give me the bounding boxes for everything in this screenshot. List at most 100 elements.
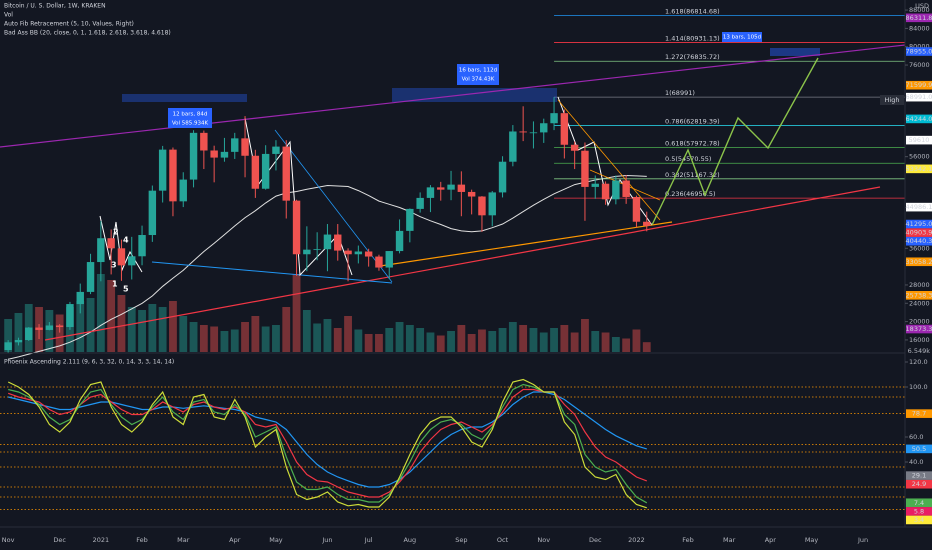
candle-body	[210, 150, 218, 158]
wave-label: 1	[112, 280, 118, 289]
projection	[651, 57, 819, 226]
indicator-label: Vol	[4, 12, 13, 19]
fib-label: 1(68991)	[665, 89, 695, 97]
candle-body	[581, 150, 589, 187]
candle-body	[138, 235, 146, 257]
price-tag	[906, 324, 932, 334]
trendline	[0, 44, 906, 148]
candle-body	[128, 256, 136, 266]
candle-body	[76, 291, 84, 305]
annotation: 16 bars, 112d	[459, 68, 497, 74]
x-tick-label: Feb	[136, 536, 148, 544]
wave-label: 5	[123, 285, 129, 294]
annotation: Vol 585.934K	[172, 121, 209, 127]
volume-bar	[395, 322, 404, 352]
candle-body	[643, 221, 651, 226]
y-tick-label: 120.0	[909, 358, 928, 366]
range-box	[770, 48, 820, 56]
volume-bar	[364, 334, 373, 352]
candle-body	[354, 251, 363, 255]
volume-bar	[117, 295, 126, 352]
candle-body	[344, 250, 352, 255]
candle-body	[189, 132, 198, 180]
volume-bar	[241, 322, 249, 352]
annotation: 13 bars, 105d	[723, 35, 761, 41]
volume-bar	[426, 332, 435, 352]
candle-body	[612, 180, 620, 200]
volume-bar	[550, 328, 558, 352]
volume-bar	[354, 329, 363, 352]
price-tag	[906, 92, 932, 102]
volume-bar	[519, 325, 528, 352]
last-volume: 6.549k	[908, 347, 931, 355]
volume-bar	[581, 319, 589, 352]
fib-label: 1.272(76835.72)	[665, 53, 720, 61]
high-label-box	[880, 95, 904, 105]
annotation: Vol 374.43K	[462, 77, 495, 83]
x-tick-label: Apr	[229, 536, 241, 544]
price-tag	[906, 202, 932, 212]
x-tick-label: Mar	[177, 536, 190, 544]
candle-body	[158, 149, 167, 191]
axis-unit: USD	[915, 2, 929, 10]
price-tag	[906, 80, 932, 90]
volume-bar	[169, 301, 177, 352]
volume-bar	[375, 334, 383, 352]
volume-bar	[436, 335, 445, 352]
fib-label: 0.5(54570.55)	[665, 155, 711, 163]
price-tag	[906, 236, 932, 246]
candle-body	[35, 327, 43, 330]
y-tick-label: 88000	[909, 6, 930, 14]
value-tag-label: 50.5	[912, 445, 926, 453]
annotation-box	[168, 108, 212, 128]
value-tag-label: 7.4	[914, 499, 924, 507]
volume-bar	[4, 319, 13, 352]
candle-body	[303, 249, 311, 255]
oscillator-line	[7, 378, 647, 509]
price-tag	[906, 114, 932, 124]
candle-body	[498, 161, 507, 193]
volume-bar	[457, 325, 466, 352]
volume-bar	[333, 328, 342, 352]
x-tick-label: Feb	[682, 536, 694, 544]
y-tick-label: 16000	[909, 336, 930, 344]
price-tag-label: 25738.3	[906, 291, 932, 299]
y-tick-label: 40.0	[909, 458, 923, 466]
volume-bar	[189, 322, 198, 352]
volume-bar	[282, 307, 291, 352]
volume-bar	[220, 331, 229, 352]
indicator-label: Auto Fib Retracement (5, 10, Values, Rig…	[4, 21, 134, 28]
candle-body	[117, 248, 126, 266]
price-tag-label: 53342.1	[906, 165, 932, 173]
candle-body	[478, 196, 486, 216]
candle-body	[323, 234, 332, 250]
candle-body	[55, 325, 64, 328]
volume-bar	[622, 338, 631, 352]
chart-title: Bitcoin / U. S. Dollar, 1W, KRAKEN	[4, 3, 106, 10]
wave-label: 4	[123, 236, 129, 245]
price-tag-label: 64244.0	[906, 115, 932, 123]
candle-body	[261, 153, 270, 189]
x-tick-label: Oct	[497, 536, 509, 544]
y-tick-label: 36000	[909, 244, 930, 252]
volume-bar	[127, 307, 136, 352]
y-tick-label: 20000	[909, 318, 930, 326]
candle-body	[601, 183, 610, 200]
volume-bar	[261, 326, 270, 352]
y-tick-label: 84000	[909, 24, 930, 32]
price-tag-label: 59610	[909, 136, 930, 144]
candle-body	[45, 325, 54, 330]
candle-body	[334, 234, 342, 251]
candle-body	[169, 149, 177, 202]
volume-bar	[385, 328, 394, 352]
volume-bar	[96, 274, 105, 352]
price-tag	[906, 13, 932, 23]
fib-label: 0.786(62819.39)	[665, 117, 720, 125]
value-tag	[906, 507, 932, 516]
x-tick-label: Dec	[589, 536, 602, 544]
trendline	[151, 261, 393, 284]
value-tag-label: 78.7	[912, 410, 926, 418]
candle-body	[251, 155, 260, 189]
price-tag-label: 33058.2	[906, 258, 932, 266]
volume-bar	[323, 319, 332, 352]
